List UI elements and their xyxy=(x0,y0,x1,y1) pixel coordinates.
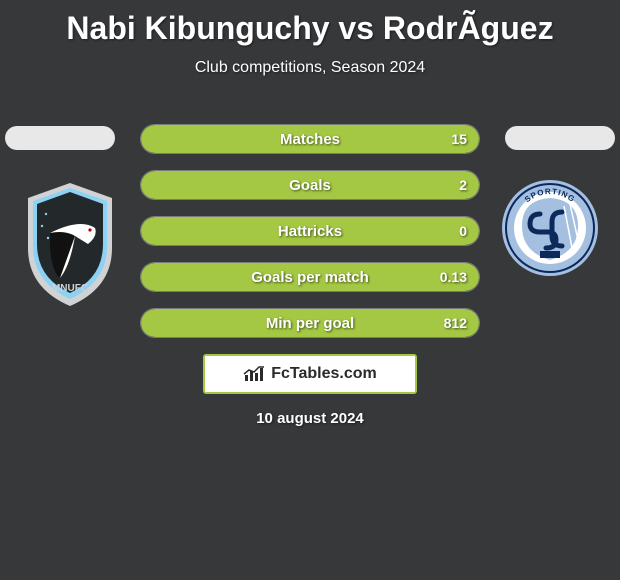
stat-value: 15 xyxy=(451,131,467,147)
page-title: Nabi Kibunguchy vs RodrÃ­guez xyxy=(0,0,620,47)
club-logo-right: SPORTING xyxy=(500,178,600,278)
stat-row-goals: Goals 2 xyxy=(140,170,480,200)
stat-row-mpg: Min per goal 812 xyxy=(140,308,480,338)
brand-text: FcTables.com xyxy=(271,365,377,383)
stat-row-matches: Matches 15 xyxy=(140,124,480,154)
svg-text:MNUFC: MNUFC xyxy=(52,283,88,294)
club-logo-left: MNUFC xyxy=(20,178,120,278)
bar-chart-icon xyxy=(243,365,265,383)
brand-badge[interactable]: FcTables.com xyxy=(203,354,417,394)
stat-row-hattricks: Hattricks 0 xyxy=(140,216,480,246)
stat-value: 0 xyxy=(459,223,467,239)
stat-label: Matches xyxy=(280,131,340,148)
stat-value: 2 xyxy=(459,177,467,193)
player-pill-left xyxy=(5,126,115,150)
stat-value: 812 xyxy=(444,315,467,331)
date-line: 10 august 2024 xyxy=(0,410,620,427)
stat-row-gpm: Goals per match 0.13 xyxy=(140,262,480,292)
player-pill-right xyxy=(505,126,615,150)
stat-label: Min per goal xyxy=(266,315,354,332)
stats-block: Matches 15 Goals 2 Hattricks 0 Goals per… xyxy=(140,124,480,354)
stat-value: 0.13 xyxy=(440,269,467,285)
stat-label: Hattricks xyxy=(278,223,342,240)
subtitle: Club competitions, Season 2024 xyxy=(0,59,620,77)
stat-label: Goals per match xyxy=(251,269,369,286)
stat-label: Goals xyxy=(289,177,331,194)
